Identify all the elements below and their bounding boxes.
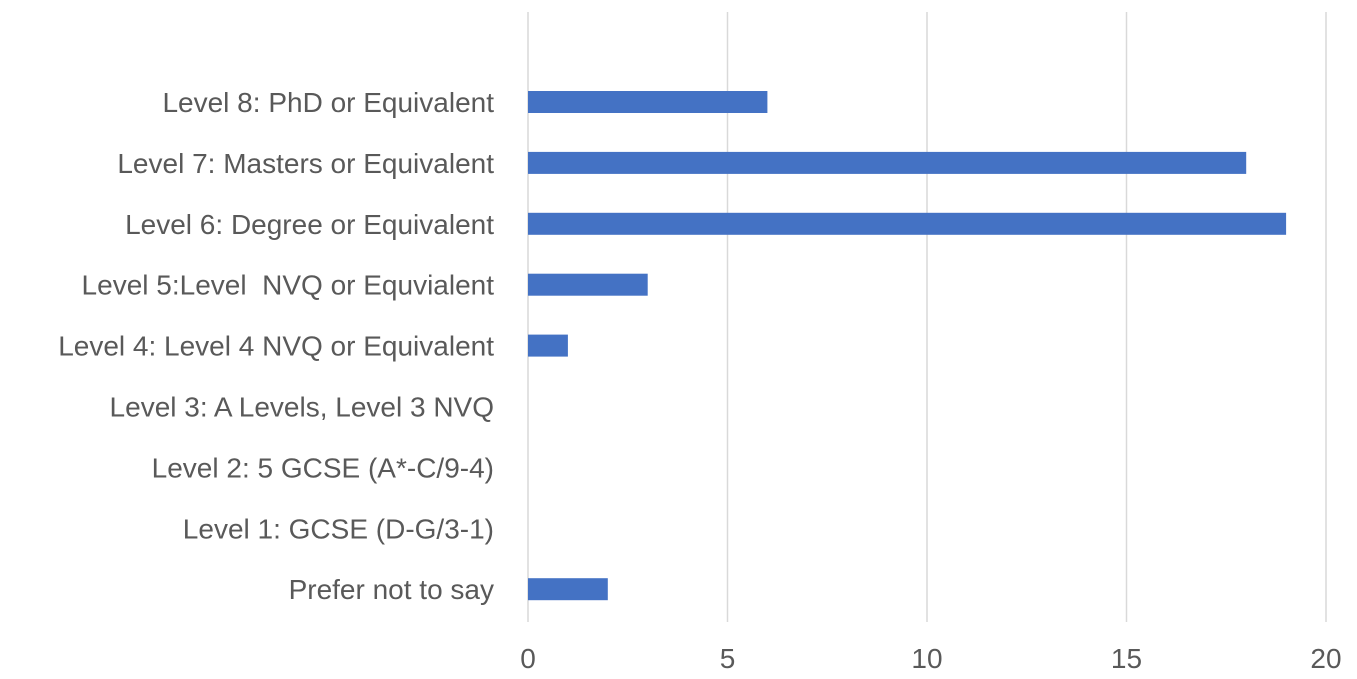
x-axis-tick-labels: 0 5 10 15 20 — [520, 643, 1341, 674]
bar — [528, 91, 768, 113]
x-tick-label: 15 — [1111, 643, 1142, 674]
category-label: Level 1: GCSE (D-G/3-1) — [183, 513, 494, 544]
category-label: Level 3: A Levels, Level 3 NVQ — [110, 392, 494, 423]
bar — [528, 334, 568, 357]
category-label: Level 5:Level NVQ or Equvialent — [82, 270, 495, 301]
category-label: Level 8: PhD or Equivalent — [162, 87, 494, 118]
gridlines — [527, 12, 1327, 622]
category-label: Level 6: Degree or Equivalent — [125, 209, 494, 240]
category-labels: Level 8: PhD or Equivalent Level 7: Maste… — [58, 87, 494, 605]
bars — [528, 91, 1287, 601]
x-tick-label: 5 — [720, 643, 736, 674]
x-tick-label: 0 — [520, 643, 536, 674]
x-tick-label: 20 — [1310, 643, 1341, 674]
category-label: Level 2: 5 GCSE (A*-C/9-4) — [152, 452, 494, 483]
bar — [528, 212, 1287, 235]
category-label: Prefer not to say — [289, 574, 494, 605]
category-label: Level 4: Level 4 NVQ or Equivalent — [58, 331, 494, 362]
x-tick-label: 10 — [911, 643, 942, 674]
bar — [528, 273, 648, 296]
bar — [528, 578, 608, 601]
category-label: Level 7: Masters or Equivalent — [117, 148, 494, 179]
bar — [528, 151, 1247, 174]
